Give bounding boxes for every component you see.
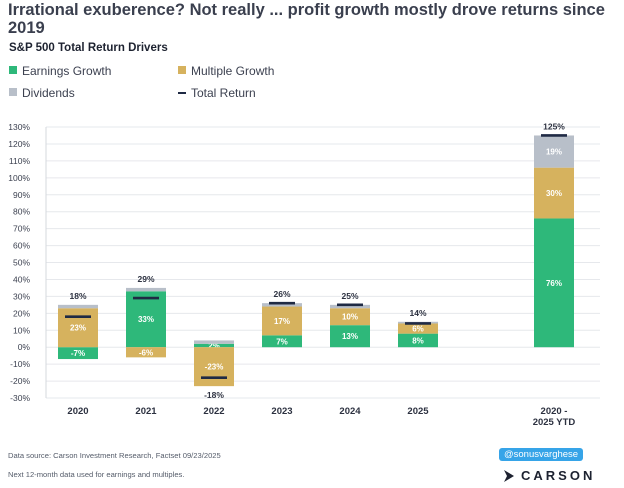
earnings-bar	[58, 347, 98, 360]
segment-label: 17%	[274, 317, 290, 326]
multiple-bar	[126, 347, 166, 358]
y-tick-label: 80%	[13, 207, 30, 217]
earnings-bar	[330, 325, 370, 348]
segment-label: 2%	[208, 341, 220, 350]
segment-label: 33%	[138, 315, 154, 324]
y-tick-label: 110%	[9, 156, 31, 166]
y-tick-label: 20%	[13, 308, 30, 318]
y-tick-label: 30%	[13, 291, 30, 301]
legend-total: Total Return	[178, 86, 256, 100]
chart-subtitle: S&P 500 Total Return Drivers	[9, 42, 168, 54]
source-note: Data source: Carson Investment Research,…	[8, 451, 221, 460]
legend-earnings-swatch	[9, 66, 17, 74]
x-tick-label: 2020	[67, 406, 88, 417]
chart-title: Irrational exuberence? Not really ... pr…	[8, 1, 605, 37]
earnings-bar	[194, 343, 234, 348]
y-tick-label: -20%	[10, 376, 30, 386]
dividends-bar	[534, 135, 574, 168]
multiple-bar	[330, 308, 370, 326]
legend-multiple: Multiple Growth	[178, 64, 274, 78]
legend-dividends-label: Dividends	[22, 86, 75, 100]
dividends-bar	[126, 287, 166, 292]
y-tick-label: 10%	[13, 325, 30, 335]
legend-total-marker	[178, 92, 186, 94]
earnings-bar	[534, 218, 574, 348]
dividends-bar	[194, 340, 234, 344]
total-return-label: -18%	[204, 390, 224, 400]
legend-earnings-label: Earnings Growth	[22, 64, 112, 78]
carson-logo-icon	[504, 470, 514, 482]
total-return-label: 26%	[273, 289, 290, 299]
multiple-bar	[194, 347, 234, 387]
total-return-label: 14%	[409, 308, 426, 318]
multiple-bar	[534, 167, 574, 219]
total-return-label: 25%	[341, 291, 358, 301]
y-tick-label: -30%	[10, 393, 30, 403]
y-tick-label: 130%	[8, 122, 30, 132]
multiple-bar	[262, 306, 302, 336]
dividends-bar	[330, 304, 370, 309]
segment-label: -6%	[139, 348, 153, 357]
segment-label: 8%	[412, 336, 424, 345]
y-tick-label: 70%	[13, 224, 30, 234]
y-tick-label: 50%	[13, 258, 30, 268]
earnings-bar	[398, 333, 438, 348]
total-return-label: 29%	[137, 274, 154, 284]
segment-label: 7%	[276, 337, 288, 346]
y-tick-label: 40%	[13, 274, 30, 284]
multiple-bar	[398, 323, 438, 334]
x-tick-label: 2025	[407, 406, 429, 417]
y-tick-label: 90%	[13, 190, 30, 200]
x-tick-label: 2024	[339, 406, 361, 417]
y-tick-label: -10%	[10, 359, 30, 369]
y-tick-label: 0%	[18, 342, 31, 352]
multiple-bar	[58, 308, 98, 348]
earnings-bar	[262, 335, 302, 348]
segment-label: -7%	[71, 349, 85, 358]
segment-label: 13%	[342, 332, 358, 341]
legend-multiple-label: Multiple Growth	[191, 64, 275, 78]
legend-dividends-swatch	[9, 88, 17, 96]
segment-label: 6%	[412, 325, 424, 334]
segment-label: -23%	[205, 363, 224, 372]
total-return-label: 125%	[543, 121, 565, 131]
segment-label: 10%	[342, 313, 358, 322]
x-tick-label: 2020 -	[541, 406, 568, 417]
y-tick-label: 100%	[8, 173, 30, 183]
footnote: Next 12-month data used for earnings and…	[8, 470, 185, 479]
y-tick-label: 60%	[13, 241, 30, 251]
x-tick-label: 2023	[271, 406, 292, 417]
segment-label: 30%	[546, 189, 562, 198]
brand-name: CARSON	[521, 468, 596, 483]
legend-multiple-swatch	[178, 66, 186, 74]
segment-label: 76%	[546, 279, 562, 288]
x-tick-label: 2025 YTD	[533, 417, 576, 428]
dividends-bar	[58, 304, 98, 309]
earnings-bar	[126, 291, 166, 348]
segment-label: 19%	[546, 148, 562, 157]
total-return-label: 18%	[69, 291, 86, 301]
dividends-bar	[262, 303, 302, 307]
segment-label: 23%	[70, 324, 86, 333]
twitter-handle: @sonusvarghese	[499, 448, 584, 461]
legend-earnings: Earnings Growth	[9, 64, 111, 78]
y-tick-label: 120%	[8, 139, 30, 149]
x-tick-label: 2022	[203, 406, 224, 417]
x-tick-label: 2021	[135, 406, 157, 417]
legend-total-label: Total Return	[191, 86, 256, 100]
legend-dividends: Dividends	[9, 86, 75, 100]
